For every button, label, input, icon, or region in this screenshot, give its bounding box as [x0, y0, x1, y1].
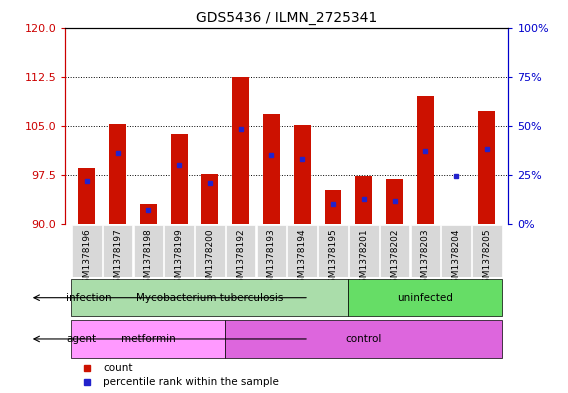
Text: count: count	[103, 364, 132, 373]
FancyBboxPatch shape	[225, 320, 502, 358]
FancyBboxPatch shape	[318, 224, 348, 277]
Bar	[109, 125, 126, 224]
FancyBboxPatch shape	[472, 224, 502, 277]
Text: metformin: metformin	[121, 334, 176, 344]
FancyBboxPatch shape	[103, 224, 132, 277]
Bar	[232, 77, 249, 224]
Text: GSM1378203: GSM1378203	[421, 228, 430, 289]
Bar	[202, 174, 218, 224]
Text: uninfected: uninfected	[398, 293, 453, 303]
Text: infection: infection	[66, 293, 111, 303]
Bar	[263, 114, 280, 224]
FancyBboxPatch shape	[411, 224, 440, 277]
Bar	[478, 111, 495, 224]
Text: GSM1378196: GSM1378196	[82, 228, 91, 289]
Text: GSM1378204: GSM1378204	[452, 228, 461, 289]
Text: GSM1378198: GSM1378198	[144, 228, 153, 289]
Text: agent: agent	[66, 334, 96, 344]
Bar	[78, 168, 95, 224]
Text: GSM1378193: GSM1378193	[267, 228, 276, 289]
Text: GSM1378199: GSM1378199	[174, 228, 183, 289]
Bar	[171, 134, 187, 224]
FancyBboxPatch shape	[133, 224, 163, 277]
FancyBboxPatch shape	[348, 279, 502, 316]
Text: control: control	[345, 334, 382, 344]
FancyBboxPatch shape	[287, 224, 317, 277]
Bar	[140, 204, 157, 224]
Text: GSM1378195: GSM1378195	[328, 228, 337, 289]
Bar	[324, 190, 341, 224]
FancyBboxPatch shape	[72, 320, 225, 358]
Text: GSM1378205: GSM1378205	[482, 228, 491, 289]
Bar	[448, 224, 465, 266]
FancyBboxPatch shape	[380, 224, 410, 277]
FancyBboxPatch shape	[72, 224, 102, 277]
FancyBboxPatch shape	[349, 224, 378, 277]
Text: percentile rank within the sample: percentile rank within the sample	[103, 377, 279, 387]
FancyBboxPatch shape	[164, 224, 194, 277]
Bar	[417, 96, 434, 224]
Text: GSM1378200: GSM1378200	[206, 228, 215, 289]
FancyBboxPatch shape	[257, 224, 286, 277]
Text: GSM1378197: GSM1378197	[113, 228, 122, 289]
Bar	[386, 180, 403, 224]
Text: Mycobacterium tuberculosis: Mycobacterium tuberculosis	[136, 293, 283, 303]
Text: GSM1378194: GSM1378194	[298, 228, 307, 289]
Bar	[294, 125, 311, 224]
Text: GSM1378192: GSM1378192	[236, 228, 245, 289]
FancyBboxPatch shape	[226, 224, 256, 277]
FancyBboxPatch shape	[441, 224, 471, 277]
Text: GSM1378202: GSM1378202	[390, 228, 399, 289]
Text: GSM1378201: GSM1378201	[359, 228, 368, 289]
FancyBboxPatch shape	[195, 224, 225, 277]
Title: GDS5436 / ILMN_2725341: GDS5436 / ILMN_2725341	[196, 11, 378, 25]
FancyBboxPatch shape	[72, 279, 348, 316]
Bar	[356, 176, 372, 224]
